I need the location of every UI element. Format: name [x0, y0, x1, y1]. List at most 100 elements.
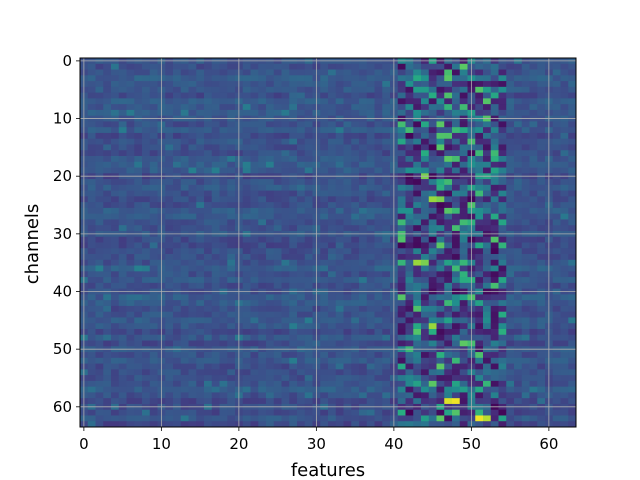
heatmap-cell: [521, 375, 530, 382]
heatmap-cell: [242, 392, 251, 399]
heatmap-cell: [142, 98, 151, 105]
heatmap-cell: [204, 421, 213, 428]
heatmap-cell: [405, 398, 414, 405]
heatmap-cell: [297, 132, 306, 140]
heatmap-cell: [506, 179, 515, 186]
heatmap-cell: [273, 323, 282, 330]
heatmap-cell: [328, 317, 337, 324]
heatmap-cell: [382, 225, 391, 232]
heatmap-cell: [436, 179, 445, 186]
heatmap-cell: [250, 161, 259, 168]
heatmap-cell: [196, 248, 205, 255]
heatmap-cell: [413, 207, 422, 215]
heatmap-cell: [459, 92, 468, 99]
heatmap-cell: [258, 75, 267, 82]
heatmap-cell: [343, 156, 352, 163]
heatmap-cell: [180, 144, 189, 151]
heatmap-cell: [514, 92, 523, 99]
heatmap-cell: [227, 294, 236, 301]
heatmap-cell: [304, 207, 313, 215]
heatmap-cell: [134, 190, 143, 197]
heatmap-cell: [142, 184, 151, 192]
heatmap-cell: [366, 265, 375, 272]
heatmap-cell: [111, 69, 120, 76]
heatmap-cell: [142, 294, 151, 301]
heatmap-cell: [134, 92, 143, 99]
heatmap-cell: [111, 392, 120, 399]
heatmap-cell: [436, 161, 445, 168]
heatmap-cell: [343, 409, 352, 416]
heatmap-cell: [374, 323, 383, 330]
heatmap-cell: [335, 81, 344, 88]
heatmap-cell: [405, 202, 414, 209]
heatmap-cell: [374, 219, 383, 226]
heatmap-cell: [351, 156, 360, 163]
heatmap-cell: [328, 86, 337, 93]
heatmap-cell: [173, 311, 182, 318]
heatmap-cell: [250, 259, 259, 266]
heatmap-cell: [506, 300, 515, 307]
heatmap-cell: [498, 98, 507, 105]
heatmap-cell: [266, 86, 275, 93]
heatmap-cell: [281, 138, 290, 145]
heatmap-cell: [397, 282, 406, 290]
heatmap-cell: [568, 109, 577, 117]
heatmap-cell: [289, 127, 298, 134]
heatmap-cell: [142, 104, 151, 111]
heatmap-cell: [490, 104, 499, 111]
heatmap-cell: [328, 311, 337, 318]
heatmap-cell: [297, 63, 306, 70]
heatmap-cell: [281, 202, 290, 209]
heatmap-cell: [483, 363, 492, 370]
heatmap-cell: [421, 150, 430, 157]
heatmap-cell: [204, 386, 213, 393]
heatmap-cell: [359, 421, 368, 428]
heatmap-cell: [560, 138, 569, 145]
heatmap-cell: [459, 156, 468, 163]
heatmap-cell: [359, 98, 368, 105]
heatmap-cell: [219, 81, 228, 88]
heatmap-cell: [134, 184, 143, 192]
heatmap-cell: [475, 167, 484, 174]
heatmap-cell: [242, 294, 251, 301]
heatmap-cell: [335, 323, 344, 330]
heatmap-cell: [421, 225, 430, 232]
heatmap-cell: [304, 409, 313, 416]
heatmap-cell: [289, 236, 298, 243]
heatmap-cell: [552, 69, 561, 76]
heatmap-cell: [490, 282, 499, 290]
heatmap-cell: [452, 213, 461, 220]
heatmap-cell: [219, 380, 228, 388]
heatmap-cell: [103, 317, 112, 324]
heatmap-cell: [204, 300, 213, 307]
heatmap-cell: [250, 282, 259, 290]
heatmap-cell: [165, 300, 174, 307]
heatmap-cell: [289, 271, 298, 278]
heatmap-cell: [142, 357, 151, 364]
heatmap-cell: [374, 121, 383, 128]
heatmap-cell: [328, 109, 337, 117]
heatmap-cell: [126, 213, 135, 220]
heatmap-cell: [134, 300, 143, 307]
heatmap-cell: [351, 98, 360, 105]
heatmap-cell: [258, 415, 267, 422]
heatmap-cell: [242, 109, 251, 117]
heatmap-cell: [196, 277, 205, 284]
heatmap-cell: [258, 392, 267, 399]
heatmap-cell: [475, 109, 484, 117]
heatmap-cell: [250, 421, 259, 428]
heatmap-cell: [498, 317, 507, 324]
heatmap-cell: [273, 386, 282, 393]
heatmap-cell: [142, 323, 151, 330]
heatmap-cell: [421, 369, 430, 376]
heatmap-cell: [568, 398, 577, 405]
heatmap-cell: [498, 121, 507, 128]
heatmap-cell: [444, 150, 453, 157]
heatmap-cell: [359, 386, 368, 393]
heatmap-cell: [180, 409, 189, 416]
heatmap-cell: [529, 213, 538, 220]
heatmap-cell: [521, 144, 530, 151]
heatmap-cell: [297, 254, 306, 261]
heatmap-cell: [428, 254, 437, 261]
heatmap-cell: [142, 236, 151, 243]
